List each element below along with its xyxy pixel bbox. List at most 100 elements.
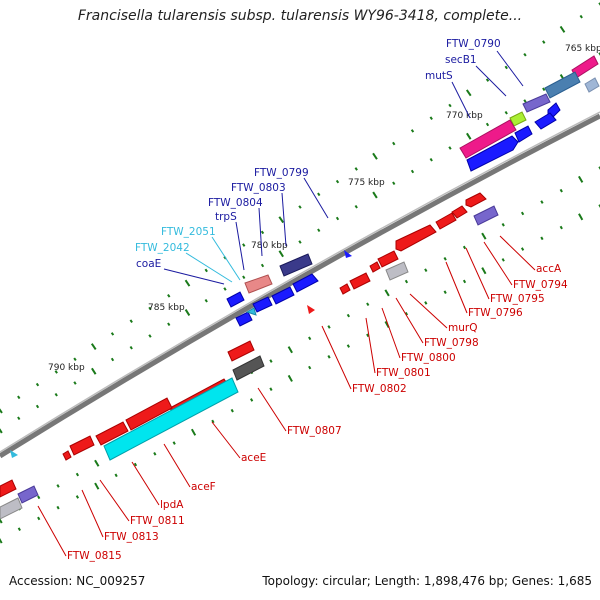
- gene-FTW_2051[interactable]: [226, 291, 245, 308]
- gene-red-mid-1[interactable]: [227, 340, 255, 362]
- scale-tick: [559, 25, 566, 33]
- label-trpS[interactable]: trpS: [215, 211, 237, 223]
- gene-purple-left[interactable]: [17, 485, 39, 504]
- label-aceE[interactable]: aceE: [241, 452, 266, 464]
- gene-FTW_0796[interactable]: [435, 212, 457, 230]
- scale-tick: [598, 166, 600, 170]
- gene-lightblue-small[interactable]: [584, 77, 600, 93]
- label-FTW_0813[interactable]: FTW_0813: [104, 531, 159, 543]
- upper-labels: FTW_0790 secB1 mutS FTW_0799 FTW_0803 FT…: [135, 38, 501, 270]
- gene-FTW_0813[interactable]: [62, 450, 72, 461]
- gene-blue-mid-2[interactable]: [271, 286, 295, 305]
- gene-blue-long[interactable]: [466, 135, 519, 172]
- scale-tick: [485, 122, 490, 127]
- kbp-label-780: 780 kbp: [251, 241, 288, 251]
- gene-green-small[interactable]: [509, 111, 527, 127]
- gene-small-blue-arrow[interactable]: [344, 250, 352, 258]
- label-FTW_2042[interactable]: FTW_2042: [135, 242, 190, 254]
- scale-tick: [384, 289, 390, 297]
- gene-FTW_0795[interactable]: [451, 205, 468, 219]
- scale-tick: [167, 322, 171, 327]
- scale-tick: [598, 2, 600, 6]
- gene-murQ[interactable]: [377, 250, 399, 268]
- map-title: Francisella tularensis subsp. tularensis…: [77, 8, 523, 24]
- scale-tick: [579, 14, 583, 19]
- scale-tick: [167, 294, 171, 298]
- gene-FTW_0800[interactable]: [369, 261, 381, 273]
- gene-rRNA-cyan[interactable]: [103, 377, 239, 461]
- gene-small-cyan-left[interactable]: [10, 450, 18, 458]
- gene-red-long-1[interactable]: [395, 224, 437, 252]
- gene-mutS[interactable]: [459, 119, 517, 159]
- gene-steelblue[interactable]: [544, 71, 581, 99]
- scale-tick: [278, 216, 285, 224]
- gene-FTW_0801[interactable]: [349, 272, 371, 290]
- gene-lpdA[interactable]: [95, 421, 129, 446]
- gene-blue-upper-2[interactable]: [534, 112, 557, 130]
- gene-FTW_0811[interactable]: [69, 435, 95, 456]
- label-FTW_0815[interactable]: FTW_0815: [67, 550, 122, 562]
- scale-tick: [54, 370, 58, 374]
- label-FTW_0807[interactable]: FTW_0807: [287, 425, 342, 437]
- gene-lightblue-arrow[interactable]: [245, 307, 257, 316]
- label-murQ[interactable]: murQ: [448, 322, 477, 334]
- label-lpdA[interactable]: lpdA: [160, 499, 184, 511]
- scale-tick: [17, 527, 21, 532]
- label-FTW_0811[interactable]: FTW_0811: [130, 515, 185, 527]
- gene-trpS[interactable]: [244, 274, 273, 294]
- gene-blue-upper-1[interactable]: [514, 125, 533, 143]
- label-coaE[interactable]: coaE: [136, 258, 161, 270]
- gene-red-arrow-small[interactable]: [307, 305, 315, 314]
- label-FTW_0795[interactable]: FTW_0795: [490, 293, 545, 305]
- genome-backbone: [0, 113, 600, 459]
- label-FTW_0798[interactable]: FTW_0798: [424, 337, 479, 349]
- gene-secB1[interactable]: [522, 93, 551, 113]
- scale-tick: [298, 205, 302, 209]
- gene-FTW_0803[interactable]: [252, 296, 273, 313]
- scale-tick: [75, 495, 80, 499]
- gene-FTW_0798[interactable]: [385, 261, 409, 281]
- label-FTW_0790[interactable]: FTW_0790: [446, 38, 501, 50]
- gene-accA[interactable]: [465, 192, 487, 208]
- kbp-label-790: 790 kbp: [48, 363, 85, 373]
- label-FTW_0802[interactable]: FTW_0802: [352, 383, 407, 395]
- scale-tick: [504, 65, 508, 70]
- gene-FTW_0799[interactable]: [279, 253, 313, 277]
- label-FTW_0801[interactable]: FTW_0801: [376, 367, 431, 379]
- scale-tick: [354, 204, 358, 209]
- scale-tick: [410, 169, 415, 174]
- gene-FTW_0794[interactable]: [473, 205, 499, 226]
- label-connector-line: [211, 236, 241, 281]
- label-connector-line: [381, 307, 401, 359]
- label-FTW_0804[interactable]: FTW_0804: [208, 197, 263, 209]
- scale-tick: [404, 279, 409, 284]
- label-accA[interactable]: accA: [536, 263, 562, 275]
- label-aceF[interactable]: aceF: [191, 481, 216, 493]
- label-FTW_0796[interactable]: FTW_0796: [468, 307, 523, 319]
- reverse-genes: [0, 192, 499, 520]
- scale-tick: [424, 301, 428, 305]
- label-connector-line: [395, 297, 424, 344]
- gene-blue-mid-1[interactable]: [292, 273, 319, 293]
- scale-tick: [366, 333, 370, 338]
- scale-tick: [91, 367, 97, 375]
- gene-FTW_0815[interactable]: [0, 479, 17, 498]
- label-FTW_0803[interactable]: FTW_0803: [231, 182, 286, 194]
- gene-grey-left[interactable]: [0, 497, 23, 520]
- label-connector-line: [483, 241, 513, 286]
- label-FTW_0799[interactable]: FTW_0799: [254, 167, 309, 179]
- label-FTW_0800[interactable]: FTW_0800: [401, 352, 456, 364]
- gene-coaE[interactable]: [235, 311, 253, 327]
- label-FTW_0794[interactable]: FTW_0794: [513, 279, 568, 291]
- label-connector-line: [465, 247, 490, 300]
- gene-aceF[interactable]: [125, 397, 173, 431]
- gene-FTW_0807[interactable]: [232, 355, 265, 381]
- gene-FTW_0802[interactable]: [339, 283, 351, 295]
- scale-tick: [542, 40, 546, 44]
- label-mutS[interactable]: mutS: [425, 70, 453, 82]
- label-secB1[interactable]: secB1: [445, 54, 477, 66]
- label-FTW_2051[interactable]: FTW_2051: [161, 226, 216, 238]
- scale-tick: [298, 240, 302, 244]
- scale-tick: [269, 387, 273, 391]
- scale-tick: [204, 268, 208, 273]
